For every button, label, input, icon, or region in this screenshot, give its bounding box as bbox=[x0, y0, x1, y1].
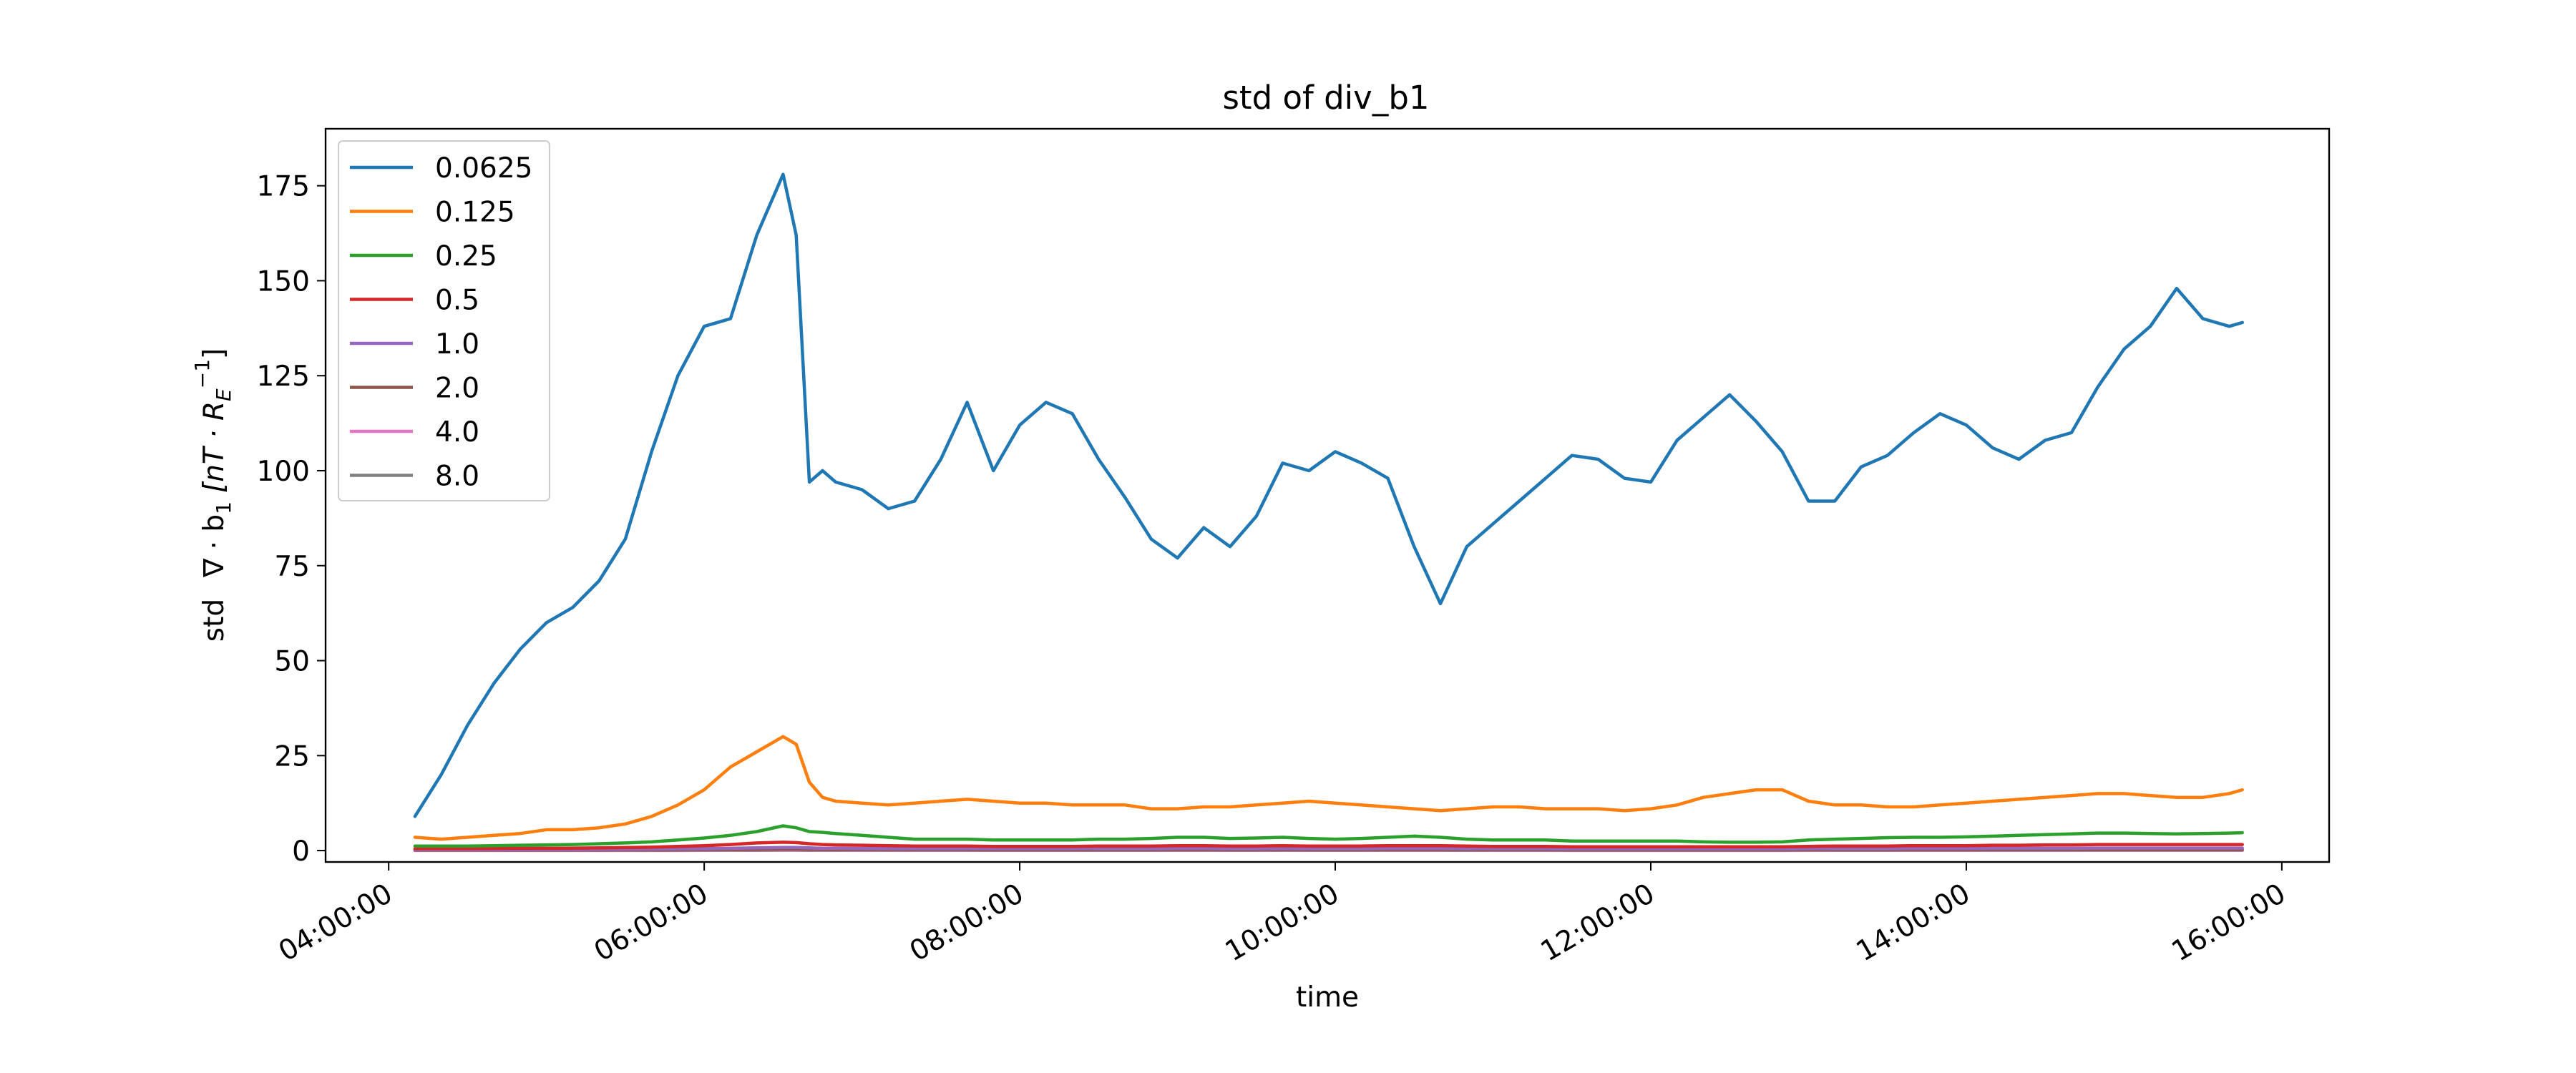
series-line-0-25 bbox=[413, 824, 2244, 848]
plot-frame bbox=[324, 127, 2331, 863]
plot-background bbox=[326, 129, 2329, 862]
legend-label: 4.0 bbox=[435, 416, 479, 449]
y-tick-label: 50 bbox=[274, 646, 310, 678]
legend-frame bbox=[338, 140, 550, 501]
plot-area bbox=[326, 129, 2329, 862]
legend-label: 0.0625 bbox=[435, 152, 532, 185]
y-tick-label: 75 bbox=[274, 551, 310, 583]
series-line-0-5 bbox=[413, 841, 2244, 851]
y-label-formula: ∇ · b bbox=[198, 514, 230, 578]
legend-label: 2.0 bbox=[435, 373, 479, 405]
series-lines bbox=[413, 172, 2244, 853]
y-label-prefix: std bbox=[198, 599, 230, 642]
legend-label: 1.0 bbox=[435, 328, 479, 361]
legend-label: 0.125 bbox=[435, 197, 515, 229]
y-tick-label: 100 bbox=[257, 456, 310, 488]
y-axis-label: std ∇ · b1 [nT · RE−1] bbox=[190, 348, 235, 642]
series-line-1-0 bbox=[413, 846, 2244, 851]
y-tick-label: 125 bbox=[257, 361, 310, 393]
y-tick-label: 150 bbox=[257, 265, 310, 298]
y-label-subscript: 1 bbox=[212, 501, 235, 514]
series-line-0-0625 bbox=[413, 172, 2244, 818]
y-tick-label: 175 bbox=[257, 171, 310, 203]
y-tick-label: 0 bbox=[292, 836, 310, 868]
chart-title: std of div_b1 bbox=[1222, 79, 1429, 117]
y-label-units: [nT · R bbox=[198, 401, 230, 493]
y-label-units-close: ] bbox=[198, 348, 230, 359]
y-label-units-subscript: E bbox=[212, 388, 235, 401]
y-label-units-superscript: −1 bbox=[190, 359, 214, 388]
y-tick-label: 25 bbox=[274, 740, 310, 773]
legend: 0.0625 0.125 0.25 0.5 1.0 2.0 4.0 8.0 bbox=[338, 140, 550, 501]
x-axis-label: time bbox=[1296, 981, 1359, 1014]
legend-label: 0.25 bbox=[435, 240, 497, 273]
series-line-0-125 bbox=[413, 735, 2244, 841]
y-axis: 0 25 50 75 100 125 150 175 bbox=[257, 171, 326, 868]
legend-label: 0.5 bbox=[435, 285, 479, 317]
legend-label: 8.0 bbox=[435, 461, 479, 493]
